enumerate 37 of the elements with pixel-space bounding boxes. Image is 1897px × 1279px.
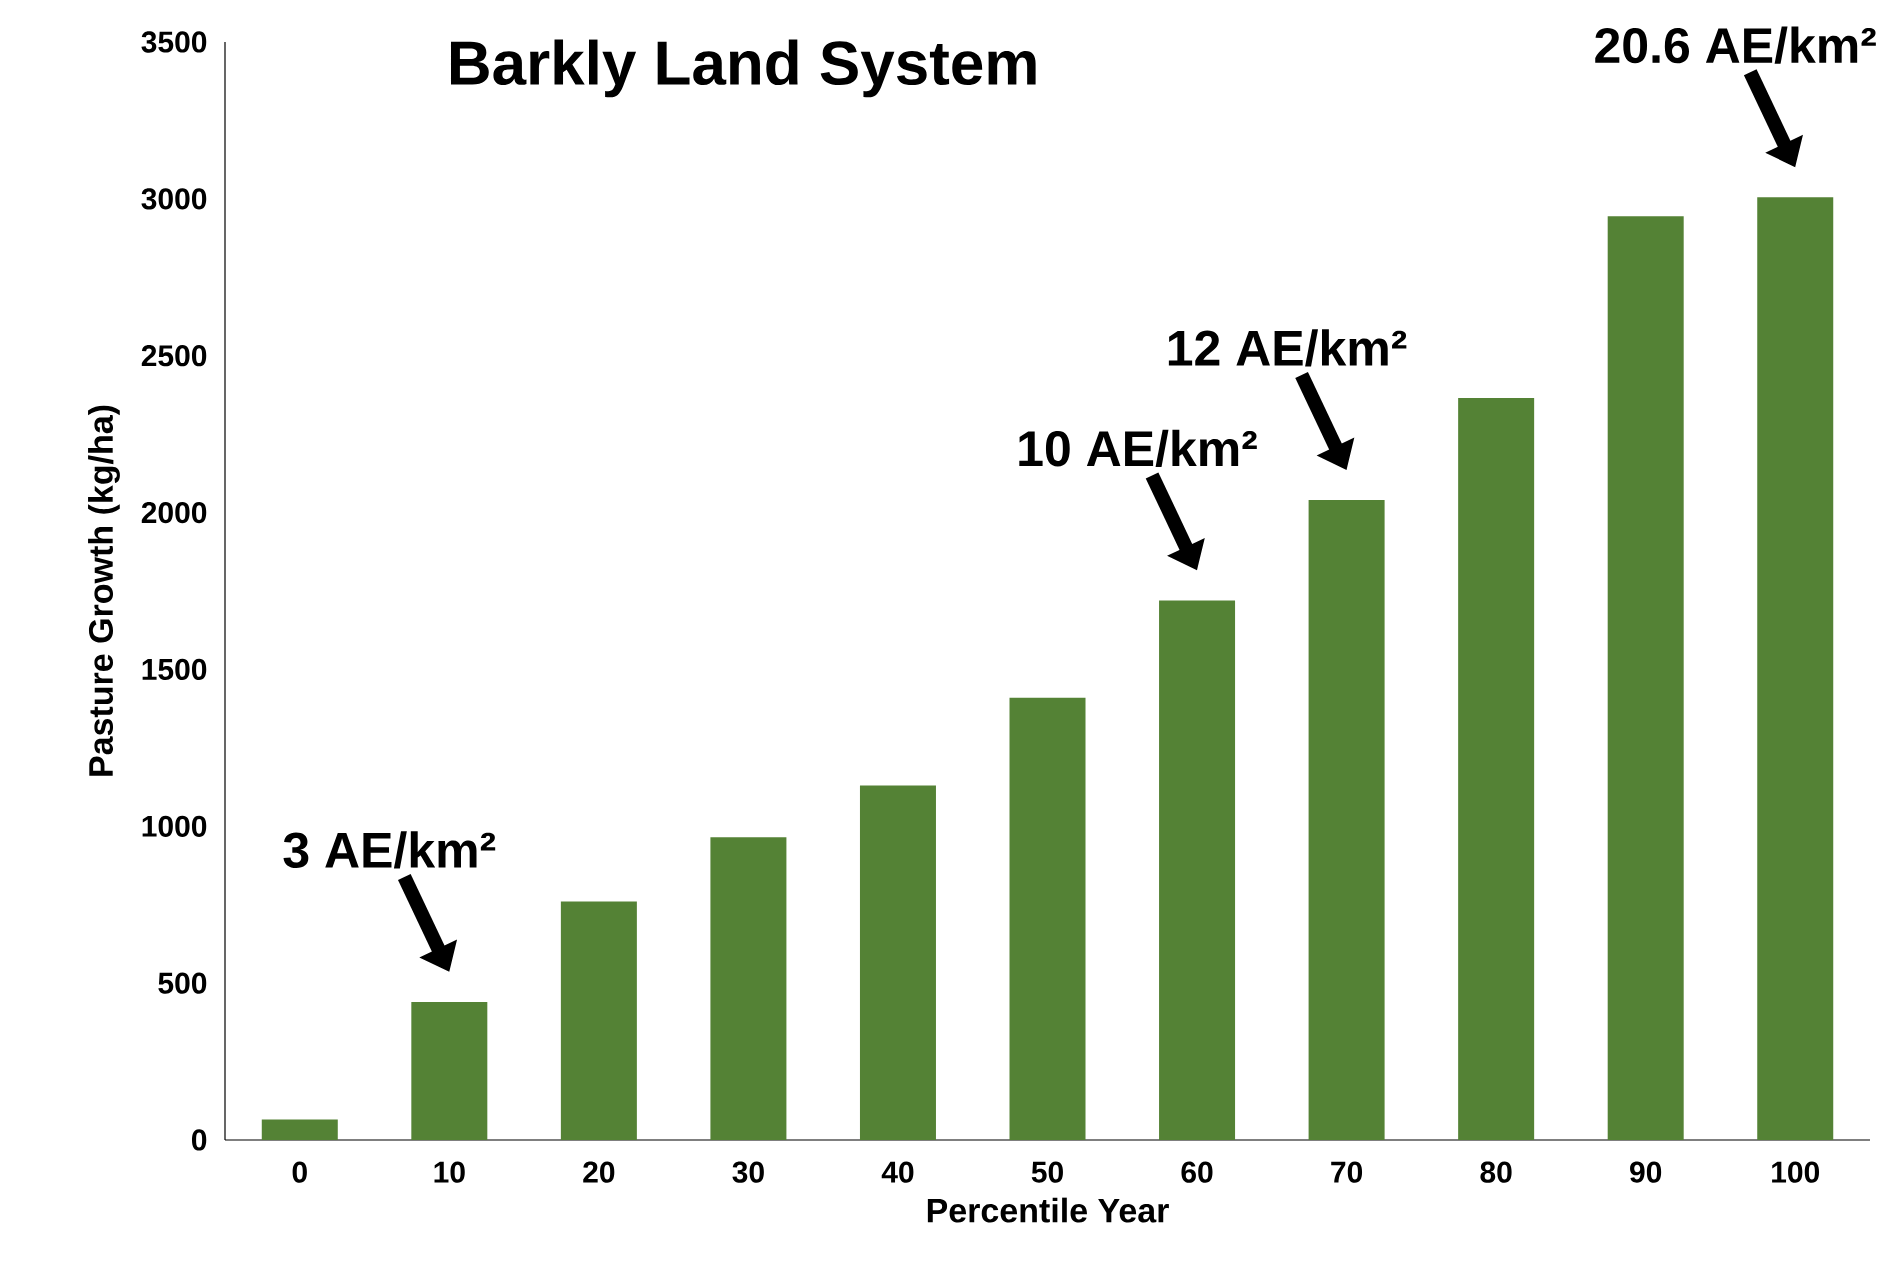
y-tick-label: 2000: [141, 501, 207, 524]
x-tick-label: 40: [881, 1161, 914, 1183]
annotation: 12 AE/km²: [1168, 329, 1407, 367]
annotation: 10 AE/km²: [1019, 429, 1257, 467]
bar: [560, 901, 637, 1140]
x-tick-label: 60: [1181, 1161, 1213, 1183]
bar: [1009, 697, 1086, 1140]
x-tick-label: 80: [1480, 1161, 1512, 1183]
annotation: 20.6 AE/km²: [1595, 26, 1876, 64]
x-tick-label: 100: [1772, 1161, 1820, 1183]
x-tick-label: 70: [1331, 1161, 1363, 1183]
bar: [710, 837, 787, 1140]
y-tick-label: 3000: [141, 188, 207, 210]
y-axis-title: Pasture Growth (kg/ha): [88, 405, 120, 776]
y-tick-label: 0: [191, 1129, 207, 1151]
annotation: 3 AE/km²: [283, 831, 496, 869]
x-tick-label: 90: [1630, 1161, 1662, 1183]
y-tick-label: 1500: [142, 658, 207, 681]
x-tick-label: 30: [732, 1161, 764, 1183]
bar: [1159, 600, 1236, 1140]
bar: [1607, 216, 1684, 1140]
x-tick-label: 20: [583, 1161, 615, 1183]
bar: [859, 785, 936, 1140]
bar: [261, 1119, 338, 1140]
y-tick-label: 500: [158, 972, 207, 994]
x-axis-title: Percentile Year: [927, 1197, 1169, 1223]
bar: [1458, 398, 1535, 1140]
x-tick-label: 0: [292, 1161, 307, 1183]
y-tick-label: 1000: [142, 815, 207, 837]
bar: [1757, 197, 1834, 1140]
x-tick-label: 50: [1031, 1161, 1063, 1183]
bar: [1308, 500, 1385, 1140]
bar: [411, 1001, 488, 1140]
y-tick-label: 3500: [141, 31, 207, 53]
y-tick-label: 2500: [141, 345, 207, 367]
chart-title: Barkly Land System: [450, 39, 1036, 98]
x-tick-label: 10: [434, 1161, 465, 1183]
